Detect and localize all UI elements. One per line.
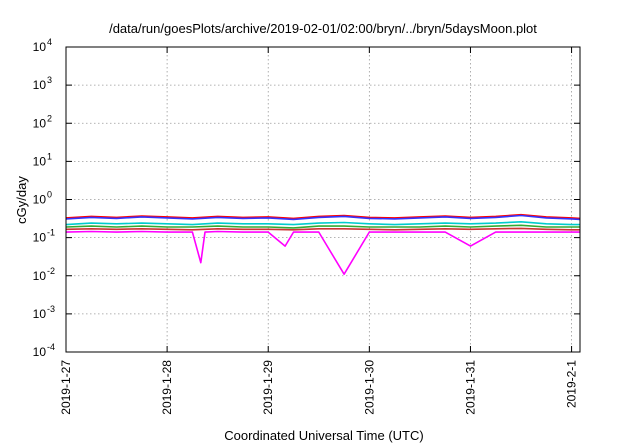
series-line-2 — [65, 214, 581, 221]
x-tick-label: 2019-1-31 — [463, 360, 477, 415]
series-line-4 — [65, 224, 580, 229]
y-tick-exponent: 1 — [47, 151, 52, 161]
x-tick-label: 2019-1-28 — [160, 360, 174, 415]
x-tick-label: 2019-2-1 — [565, 360, 579, 408]
y-tick-exponent: -3 — [47, 304, 55, 314]
series-line-3 — [65, 221, 580, 226]
plot-frame — [65, 46, 581, 353]
x-tick-label: 2019-1-30 — [362, 360, 376, 415]
grid-layer — [65, 47, 580, 352]
y-tick-label: 10 — [33, 307, 47, 321]
series-line-5 — [65, 227, 580, 231]
y-tick-label: 10 — [33, 78, 47, 92]
x-tick-label: 2019-1-27 — [59, 360, 73, 415]
y-tick-label: 10 — [33, 154, 47, 168]
y-tick-exponent: 0 — [47, 190, 52, 200]
y-tick-label: 10 — [33, 345, 47, 359]
y-tick-exponent: 3 — [47, 75, 52, 85]
chart-title: /data/run/goesPlots/archive/2019-02-01/0… — [109, 21, 537, 36]
series-line-6 — [65, 230, 580, 276]
y-tick-label: 10 — [33, 231, 47, 245]
y-tick-label: 10 — [33, 40, 47, 54]
y-tick-exponent: -2 — [47, 266, 55, 276]
y-tick-label: 10 — [33, 193, 47, 207]
y-tick-exponent: -4 — [47, 342, 55, 352]
x-tick-label: 2019-1-29 — [261, 360, 275, 415]
y-tick-exponent: 2 — [47, 113, 52, 123]
series-line-1 — [65, 213, 581, 220]
series-layer — [65, 213, 581, 276]
x-axis-label: Coordinated Universal Time (UTC) — [224, 428, 423, 443]
y-tick-exponent: 4 — [47, 37, 52, 47]
y-tick-label: 10 — [33, 116, 47, 130]
y-tick-label: 10 — [33, 269, 47, 283]
y-axis-label: cGy/day — [14, 176, 29, 224]
y-tick-exponent: -1 — [47, 228, 55, 238]
